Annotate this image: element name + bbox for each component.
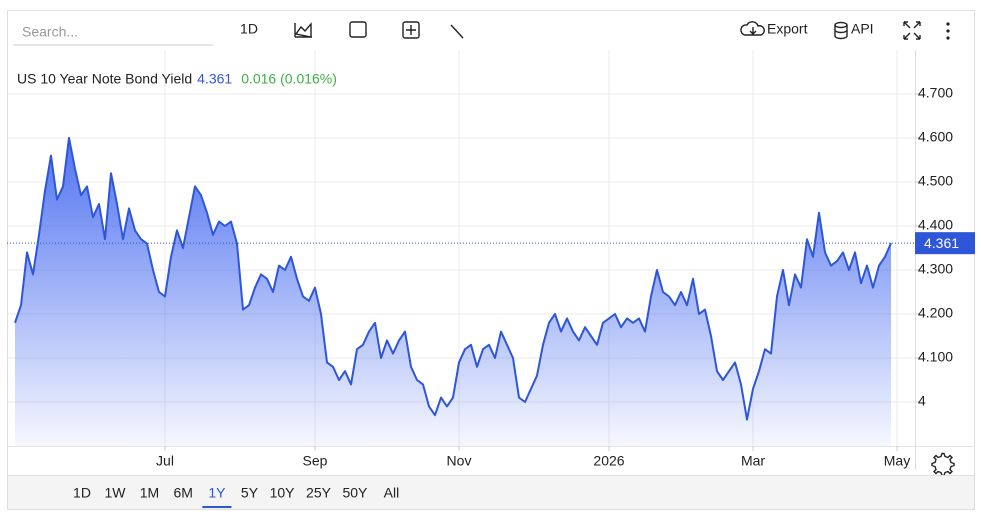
range-bar — [8, 475, 974, 509]
y-tick-label: 4.500 — [918, 173, 953, 189]
range-button[interactable]: 6M — [173, 485, 192, 501]
fullscreen-icon[interactable] — [903, 21, 921, 40]
y-tick-label: 4.400 — [918, 217, 953, 233]
tools-icon[interactable] — [450, 24, 464, 39]
range-button[interactable]: 1Y — [208, 485, 226, 501]
y-tick-label: 4.100 — [918, 349, 953, 365]
api-button[interactable]: API — [851, 21, 874, 37]
last-value-label: 4.361 — [924, 235, 959, 251]
x-tick-label: Jul — [156, 453, 174, 469]
interval-button[interactable]: 1D — [240, 21, 258, 37]
range-button[interactable]: 50Y — [342, 485, 368, 501]
x-tick-label: Nov — [447, 453, 472, 469]
last-value-tag — [915, 232, 975, 255]
x-tick-label: Sep — [303, 453, 328, 469]
x-tick-label: 2026 — [593, 453, 624, 469]
line — [14, 137, 892, 421]
chart-type-icon[interactable] — [294, 22, 312, 38]
last-value: 4.361 — [197, 71, 232, 87]
change: 0.016 (0.016%) — [241, 71, 337, 87]
x-tick-label: May — [884, 453, 910, 469]
plot: 4 4.100 4.200 4.300 4.400 4.500 4.600 4.700 Jul S… — [7, 50, 975, 469]
menu-icon[interactable] — [946, 22, 950, 40]
range-button[interactable]: 25Y — [306, 485, 332, 501]
range-button[interactable]: 10Y — [270, 485, 296, 501]
range-button[interactable]: All — [384, 485, 400, 501]
range-buttons: 1D 1W 1M 6M 1Y 5Y 10Y 25Y 50Y All — [73, 485, 400, 508]
calendar-icon[interactable] — [349, 21, 367, 38]
y-tick-label: 4.200 — [918, 305, 953, 321]
y-tick-label: 4.700 — [918, 85, 953, 101]
export-button[interactable]: Export — [767, 21, 808, 37]
y-tick-label: 4 — [918, 393, 926, 409]
indicator-plus — [406, 25, 416, 35]
area — [15, 138, 891, 446]
range-button[interactable]: 1D — [73, 485, 91, 501]
chart-title: US 10 Year Note Bond Yield — [17, 71, 192, 87]
range-button[interactable]: 1M — [140, 485, 159, 501]
indicator-icon[interactable] — [402, 21, 420, 39]
range-button[interactable]: 5Y — [241, 485, 259, 501]
y-tick-label: 4.600 — [918, 129, 953, 145]
y-tick-label: 4.300 — [918, 261, 953, 277]
x-tick-label: Mar — [741, 453, 765, 469]
export-icon[interactable] — [740, 21, 765, 36]
api-icon-body — [834, 25, 848, 40]
search-input[interactable]: Search... — [22, 24, 78, 40]
range-button[interactable]: 1W — [104, 485, 126, 501]
